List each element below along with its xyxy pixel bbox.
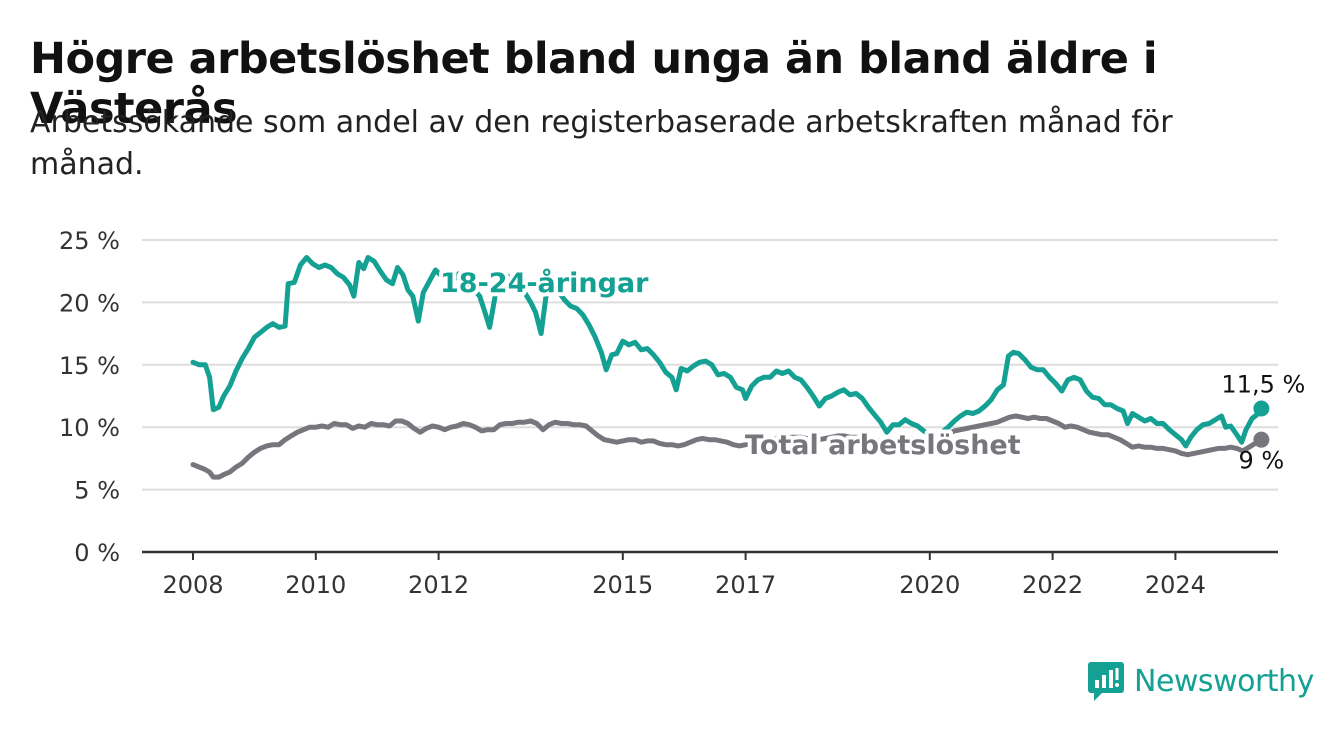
- y-tick-label: 5 %: [74, 477, 120, 505]
- x-tick-label: 2024: [1145, 571, 1206, 599]
- youth-series-label: 18-24-åringar: [440, 267, 649, 299]
- newsworthy-logo-icon: [1088, 662, 1124, 701]
- x-tick-label: 2022: [1022, 571, 1083, 599]
- line-chart: 0 % 5 % 10 % 15 % 20 % 25 % 2008 2010 2012 2015 20…: [59, 227, 1305, 599]
- x-tick-label: 2020: [899, 571, 960, 599]
- y-tick-label: 0 %: [74, 539, 120, 567]
- series-line-1: [190, 413, 1264, 480]
- series-line-0: [190, 255, 1264, 449]
- brand-logo: Newsworthy: [1088, 660, 1314, 702]
- total-series-label: Total arbetslöshet: [745, 430, 1021, 461]
- y-tick-label: 15 %: [59, 352, 120, 380]
- youth-end-label: 11,5 %: [1221, 370, 1305, 398]
- chart-subtitle: Arbetssökande som andel av den registerb…: [30, 105, 1173, 182]
- brand-name: Newsworthy: [1134, 663, 1314, 699]
- y-tick-label: 20 %: [59, 289, 120, 317]
- y-tick-label: 10 %: [59, 414, 120, 442]
- total-end-label: 9 %: [1239, 447, 1285, 475]
- x-tick-label: 2010: [285, 571, 346, 599]
- chart-title: Högre arbetslöshet bland unga än bland ä…: [30, 34, 1158, 134]
- series-endpoint-0: [1253, 400, 1270, 417]
- x-tick-label: 2015: [592, 571, 653, 599]
- x-tick-label: 2017: [715, 571, 776, 599]
- y-tick-label: 25 %: [59, 227, 120, 255]
- x-tick-label: 2012: [408, 571, 469, 599]
- series-endpoint-1: [1253, 431, 1270, 448]
- x-tick-label: 2008: [162, 571, 223, 599]
